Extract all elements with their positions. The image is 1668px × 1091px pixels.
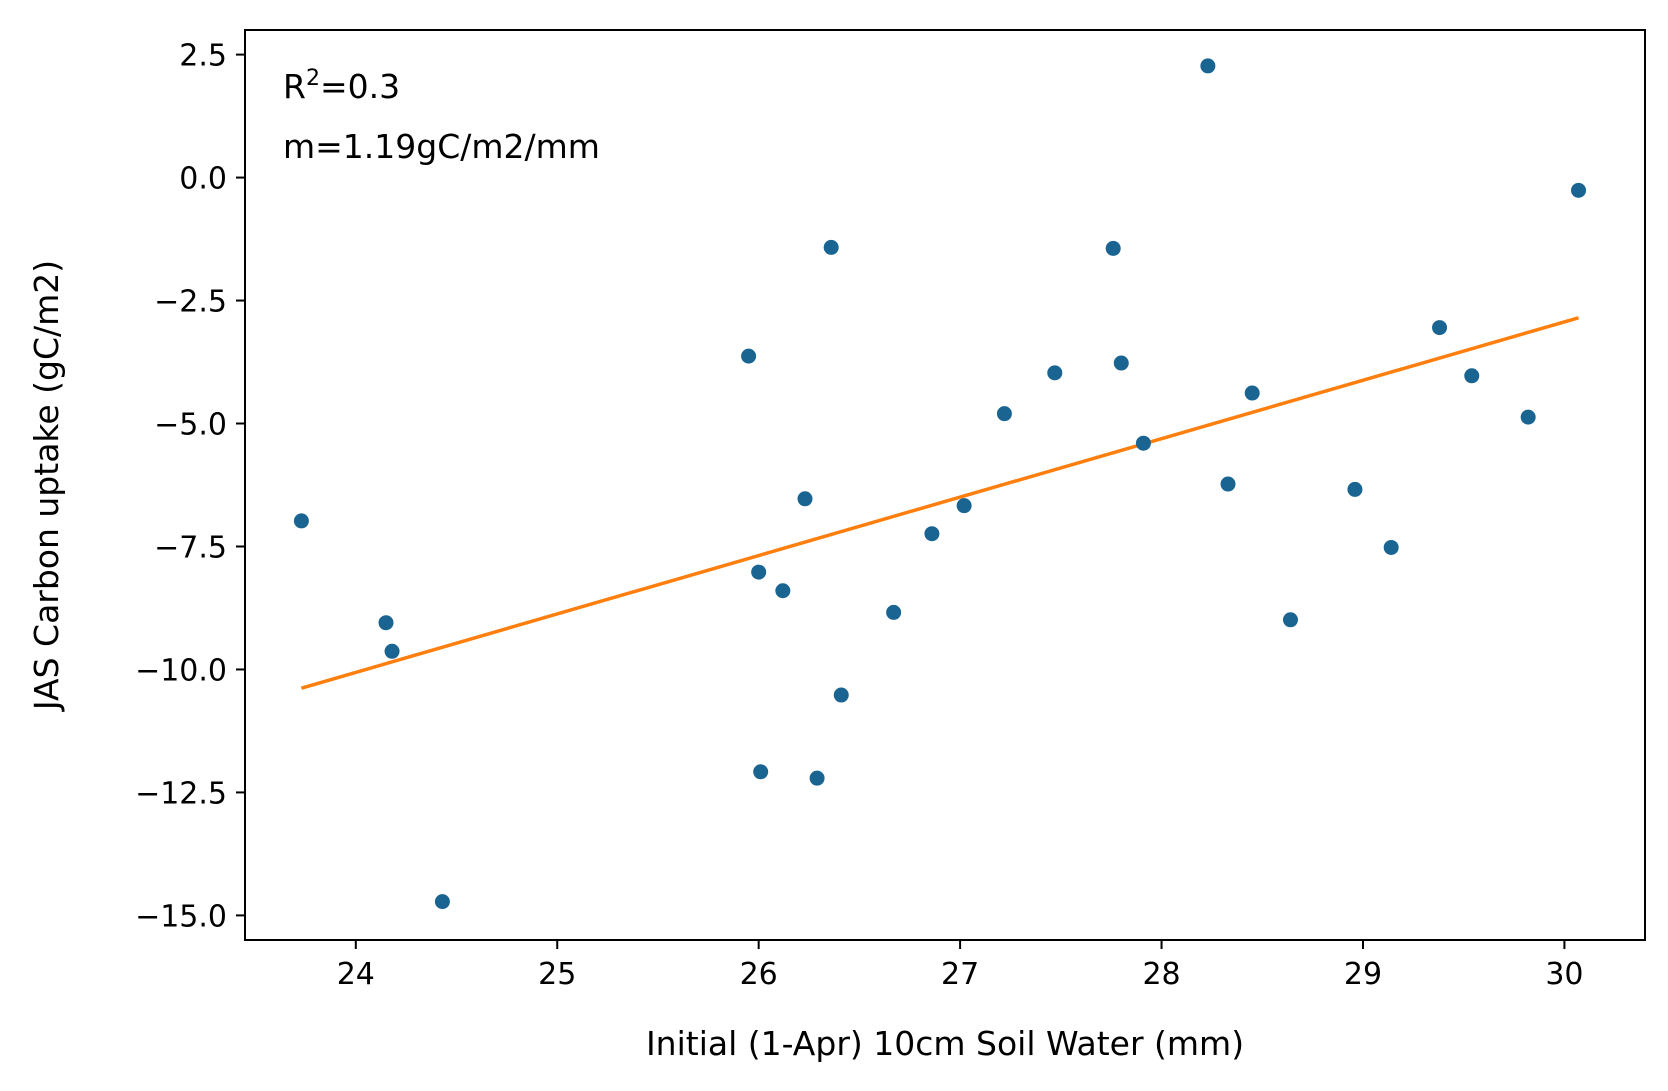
y-tick-label: −10.0 [135,653,227,688]
fit-line-layer [300,316,1580,690]
y-tick-label: −12.5 [135,776,227,811]
r-squared-annotation: R2=0.3 [283,66,400,106]
data-point [1571,182,1587,198]
data-point [809,770,825,786]
data-point [741,348,757,364]
y-tick-label: −5.0 [154,408,227,443]
x-axis-ticks: 24 25 26 27 28 29 30 [337,940,1584,992]
data-point [996,406,1012,422]
slope-annotation: m=1.19gC/m2/mm [283,127,600,166]
data-point [1047,365,1063,381]
data-point [1105,240,1121,256]
scatter-points-layer [293,58,1587,910]
data-point [956,498,972,514]
data-point [1200,58,1216,74]
r-squared-superscript: 2 [306,66,320,91]
data-point [384,643,400,659]
x-tick-label: 28 [1142,957,1180,992]
x-tick-label: 30 [1545,957,1583,992]
data-point [823,239,839,255]
x-tick-label: 24 [337,957,375,992]
data-point [1347,481,1363,497]
data-point [797,491,813,507]
y-tick-label: −15.0 [135,899,227,934]
regression-line [300,316,1580,690]
data-point [924,526,940,542]
y-tick-label: 0.0 [179,162,227,197]
data-point [1282,612,1298,628]
data-point [1244,385,1260,401]
data-point [753,764,769,780]
x-tick-label: 25 [538,957,576,992]
data-point [1220,476,1236,492]
data-point [1113,355,1129,371]
plot-area-frame [244,29,1646,941]
data-point [434,894,450,910]
x-axis-label: Initial (1-Apr) 10cm Soil Water (mm) [646,1024,1244,1063]
data-point [1464,368,1480,384]
r-squared-base: R [283,67,306,106]
x-tick-label: 29 [1344,957,1382,992]
y-tick-label: −2.5 [154,285,227,320]
r-squared-value: =0.3 [320,67,400,106]
x-tick-label: 26 [740,957,778,992]
y-axis-ticks: 2.5 0.0 −2.5 −5.0 −7.5 −10.0 −12.5 −15.0 [135,39,245,934]
data-point [293,513,309,529]
data-point [1520,409,1536,425]
data-point [378,615,394,631]
x-tick-label: 27 [941,957,979,992]
data-point [775,583,791,599]
data-point [1135,435,1151,451]
y-axis-label: JAS Carbon uptake (gC/m2) [27,260,66,712]
data-point [1383,539,1399,555]
data-point [751,564,767,580]
y-tick-label: 2.5 [179,39,227,74]
y-tick-label: −7.5 [154,530,227,565]
data-point [886,604,902,620]
data-point [1432,320,1448,336]
data-point [833,687,849,703]
